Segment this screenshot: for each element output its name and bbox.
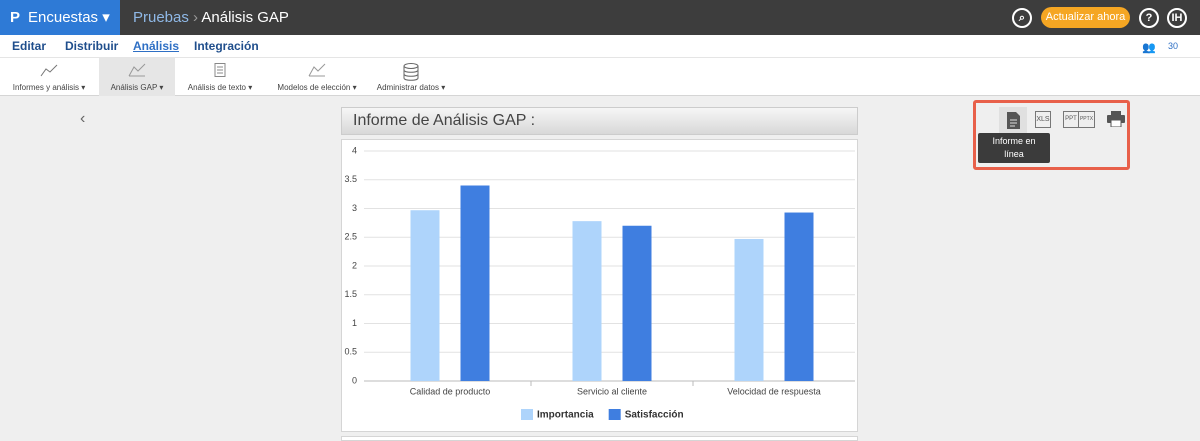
y-tick-label: 3.5 (344, 174, 357, 184)
chart: 0 0.5 1 1.5 2 2.5 3 3.5 4 Calidad de producto Serv… (341, 139, 858, 432)
tool-item-active[interactable]: Análisis GAP ▾ (99, 58, 175, 96)
y-tick-label: 2 (352, 260, 357, 270)
export-online[interactable] (999, 107, 1027, 133)
tool-icon (128, 63, 146, 77)
tab[interactable]: Editar (12, 39, 47, 53)
bar (572, 221, 602, 381)
bar (622, 225, 652, 381)
y-tick-label: 0.5 (344, 347, 357, 357)
tool-icon (403, 63, 419, 81)
tool-icon (40, 64, 58, 77)
top-bar (0, 0, 1200, 35)
y-tick-label: 4 (352, 145, 357, 155)
doc-icon (1007, 112, 1020, 129)
help-button[interactable]: ? (1139, 8, 1159, 28)
tool-label[interactable]: Análisis de texto (187, 83, 246, 92)
users-icon: 👥 (1142, 42, 1156, 54)
breadcrumb-link[interactable]: Pruebas (133, 9, 189, 26)
tool-icon (214, 63, 226, 77)
tab[interactable]: Integración (194, 39, 259, 53)
tab-active[interactable]: Análisis (133, 39, 180, 53)
tool-icon (308, 63, 326, 77)
y-tick-label: 2.5 (344, 232, 357, 242)
y-tick-label: 1.5 (344, 289, 357, 299)
y-tick-label: 0 (352, 375, 357, 385)
bar (460, 185, 490, 381)
x-tick-label: Calidad de producto (410, 386, 491, 396)
toolbar (0, 58, 1200, 96)
bar (410, 210, 440, 381)
back-button[interactable]: ‹ (80, 110, 86, 127)
y-tick-label: 1 (352, 318, 357, 328)
breadcrumb: Pruebas › Análisis GAP (133, 9, 289, 26)
tool-item[interactable]: Análisis de texto ▾ (182, 58, 258, 96)
next-panel (341, 436, 858, 441)
bar (784, 212, 814, 381)
export-pptx[interactable]: PPTX (1078, 111, 1095, 128)
tab-bar (0, 35, 1200, 58)
user-button[interactable]: IH (1167, 8, 1187, 28)
tool-label[interactable]: Informes y análisis (12, 83, 79, 92)
search-button[interactable]: ⌕ (1012, 8, 1032, 28)
bar (734, 238, 764, 381)
legend-swatch (608, 409, 621, 420)
print-icon (1107, 111, 1125, 128)
tab[interactable]: Distribuir (65, 39, 119, 53)
x-tick-label: Velocidad de respuesta (727, 386, 821, 396)
tool-label[interactable]: Modelos de elección (277, 83, 351, 92)
breadcrumb-current: Análisis GAP (201, 9, 289, 26)
x-tick-label: Servicio al cliente (577, 386, 647, 396)
upgrade-button[interactable]: Actualizar ahora (1041, 7, 1130, 28)
legend-swatch (521, 409, 533, 420)
export-xls[interactable]: XLS (1035, 111, 1051, 128)
product-name[interactable]: Encuestas (28, 9, 99, 26)
export-ppt[interactable]: PPT (1063, 111, 1079, 128)
tooltip: Informe en línea (978, 133, 1050, 163)
print-button[interactable] (1107, 111, 1125, 132)
legend-label: Satisfacción (625, 410, 684, 421)
tool-label[interactable]: Administrar datos (376, 83, 439, 92)
legend-label: Importancia (537, 410, 594, 421)
tool-item[interactable]: Modelos de elección ▾ (272, 58, 362, 96)
user-count[interactable]: 30 (1168, 41, 1179, 51)
tool-label[interactable]: Análisis GAP (110, 83, 158, 92)
y-tick-label: 3 (352, 203, 357, 213)
tool-item[interactable]: Administrar datos ▾ (364, 58, 458, 96)
report-title: Informe de Análisis GAP : (341, 107, 858, 135)
product-menu[interactable]: P Encuestas ▾ (0, 0, 120, 35)
tool-item[interactable]: Informes y análisis ▾ (6, 58, 92, 96)
